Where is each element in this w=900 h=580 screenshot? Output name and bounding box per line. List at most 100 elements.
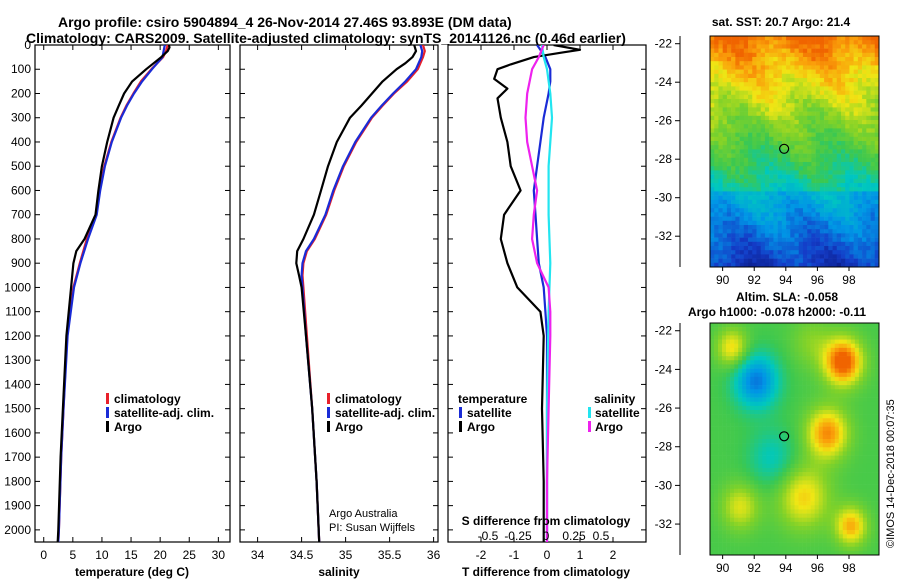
sst-map-cell	[718, 107, 723, 112]
sst-map-cell	[870, 73, 876, 79]
sla-map-cell	[826, 468, 832, 473]
sst-map-cell	[811, 36, 816, 41]
sla-map-cell	[874, 327, 880, 332]
sst-map-cell	[853, 153, 859, 159]
sst-map-cell	[832, 237, 838, 243]
sst-map-cell	[764, 216, 770, 222]
sst-map-cell	[840, 250, 846, 255]
sst-map-cell	[722, 82, 728, 87]
sla-map-cell	[798, 422, 803, 427]
sst-map-cell	[819, 136, 825, 142]
sla-map-cell	[798, 468, 803, 473]
sst-map-cell	[840, 48, 846, 54]
sla-map-cell	[862, 513, 868, 519]
sla-map-cell	[774, 397, 779, 403]
sla-map-cell	[726, 546, 731, 552]
sst-map-cell	[769, 78, 774, 83]
sla-map-cell	[786, 335, 791, 340]
sst-map-cell	[815, 254, 821, 259]
sla-map-cell	[826, 480, 832, 485]
sla-map-cell	[778, 327, 783, 332]
sla-map-cell	[726, 356, 731, 361]
sla-map-cell	[718, 339, 723, 345]
sst-map-cell	[726, 178, 732, 184]
sla-map-cell	[738, 550, 743, 556]
sst-map-cell	[718, 120, 723, 125]
sst-map-cell	[773, 246, 778, 251]
sla-map-cell	[782, 546, 787, 552]
sst-map-cell	[824, 61, 829, 66]
sla-map-cell	[762, 463, 767, 469]
sla-map-cell	[854, 434, 860, 440]
sst-map-cell	[735, 204, 740, 209]
sla-map-cell	[874, 546, 880, 552]
sst-map-cell	[790, 212, 795, 217]
sst-map-cell	[870, 195, 876, 201]
sst-map-cell	[777, 258, 783, 264]
sla-map-cell	[758, 343, 763, 349]
sla-map-cell	[710, 364, 715, 369]
sla-map-cell	[846, 538, 852, 543]
sst-map-cell	[836, 262, 842, 268]
sla-map-cell	[838, 430, 844, 436]
sla-map-cell	[762, 414, 767, 419]
sst-map-cell	[819, 48, 825, 54]
sst-map-cell	[819, 204, 825, 209]
sla-map-cell	[846, 509, 852, 514]
sla-map-cell	[730, 463, 735, 469]
sst-map-cell	[777, 103, 783, 108]
sla-map-cell	[790, 327, 795, 332]
sst-map-cell	[811, 178, 816, 184]
sst-map-cell	[828, 204, 833, 209]
sst-map-cell	[794, 124, 800, 129]
sla-map-cell	[722, 426, 727, 432]
sla-map-cell	[714, 488, 719, 494]
sst-map-cell	[731, 65, 736, 70]
sst-map-cell	[874, 78, 880, 83]
sla-map-cell	[770, 497, 775, 502]
sla-map-cell	[838, 343, 844, 349]
sst-map-cell	[853, 145, 859, 150]
sst-map-cell	[752, 183, 757, 188]
sla-map-cell	[786, 472, 791, 477]
sst-map-cell	[849, 115, 854, 121]
sst-map-cell	[714, 36, 719, 41]
sst-map-cell	[764, 124, 770, 129]
sla-map-cell	[846, 422, 852, 427]
sst-map-cell	[815, 36, 821, 41]
sla-map-cell	[750, 418, 755, 423]
sla-map-cell	[862, 542, 868, 548]
sla-map-cell	[822, 472, 827, 477]
sst-map-cell	[811, 94, 816, 100]
sla-map-cell	[842, 542, 848, 548]
sst-map-cell	[760, 153, 766, 159]
sla-map-cell	[834, 550, 840, 556]
sla-map-cell	[770, 339, 775, 345]
sst-map-cell	[862, 212, 867, 217]
sst-map-cell	[764, 94, 770, 100]
sst-map-cell	[760, 178, 766, 184]
sla-map-cell	[846, 476, 852, 481]
sla-map-cell	[834, 335, 840, 340]
sla-map-cell	[762, 356, 767, 361]
sla-map-cell	[734, 488, 739, 494]
sla-map-cell	[770, 538, 775, 543]
sst-map-cell	[752, 157, 757, 163]
sla-map-cell	[866, 418, 872, 423]
sla-map-cell	[850, 505, 856, 510]
sla-map-cell	[746, 521, 751, 527]
sla-map-cell	[726, 463, 731, 469]
sst-map-cell	[790, 44, 795, 49]
sla-map-cell	[854, 447, 860, 452]
sla-map-cell	[842, 418, 848, 423]
sla-map-cell	[750, 542, 755, 548]
sst-map-cell	[840, 258, 846, 264]
sla-map-cell	[850, 455, 856, 461]
sla-map-cell	[850, 356, 856, 361]
sst-map-cell	[811, 124, 816, 129]
sst-map-cell	[857, 128, 863, 133]
sst-map-cell	[769, 225, 774, 230]
sla-map-cell	[854, 459, 860, 465]
sst-map-cell	[786, 94, 791, 100]
sst-map-cell	[853, 94, 859, 100]
